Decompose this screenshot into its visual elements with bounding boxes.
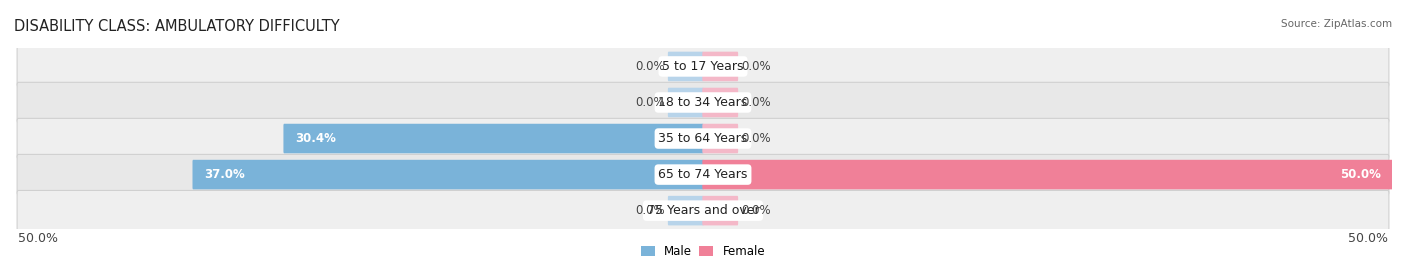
Text: 50.0%: 50.0% <box>1340 168 1381 181</box>
Text: 0.0%: 0.0% <box>634 204 665 217</box>
Text: 75 Years and over: 75 Years and over <box>647 204 759 217</box>
Text: Source: ZipAtlas.com: Source: ZipAtlas.com <box>1281 19 1392 29</box>
FancyBboxPatch shape <box>17 118 1389 159</box>
FancyBboxPatch shape <box>668 196 703 225</box>
Text: 35 to 64 Years: 35 to 64 Years <box>658 132 748 145</box>
FancyBboxPatch shape <box>17 46 1389 87</box>
Text: 0.0%: 0.0% <box>634 60 665 73</box>
Text: 30.4%: 30.4% <box>295 132 336 145</box>
FancyBboxPatch shape <box>668 52 703 81</box>
FancyBboxPatch shape <box>17 82 1389 123</box>
FancyBboxPatch shape <box>193 160 703 189</box>
Text: 0.0%: 0.0% <box>741 96 772 109</box>
FancyBboxPatch shape <box>703 160 1392 189</box>
Text: 65 to 74 Years: 65 to 74 Years <box>658 168 748 181</box>
Text: 37.0%: 37.0% <box>204 168 245 181</box>
Text: DISABILITY CLASS: AMBULATORY DIFFICULTY: DISABILITY CLASS: AMBULATORY DIFFICULTY <box>14 19 340 34</box>
FancyBboxPatch shape <box>703 52 738 81</box>
Text: 0.0%: 0.0% <box>634 96 665 109</box>
Text: 50.0%: 50.0% <box>18 232 58 245</box>
FancyBboxPatch shape <box>284 124 703 153</box>
Text: 18 to 34 Years: 18 to 34 Years <box>658 96 748 109</box>
FancyBboxPatch shape <box>17 154 1389 195</box>
Legend: Male, Female: Male, Female <box>636 240 770 262</box>
Text: 5 to 17 Years: 5 to 17 Years <box>662 60 744 73</box>
Text: 0.0%: 0.0% <box>741 60 772 73</box>
FancyBboxPatch shape <box>703 196 738 225</box>
FancyBboxPatch shape <box>668 88 703 117</box>
Text: 0.0%: 0.0% <box>741 204 772 217</box>
Text: 0.0%: 0.0% <box>741 132 772 145</box>
FancyBboxPatch shape <box>17 190 1389 231</box>
FancyBboxPatch shape <box>703 124 738 153</box>
Text: 50.0%: 50.0% <box>1348 232 1388 245</box>
FancyBboxPatch shape <box>703 88 738 117</box>
